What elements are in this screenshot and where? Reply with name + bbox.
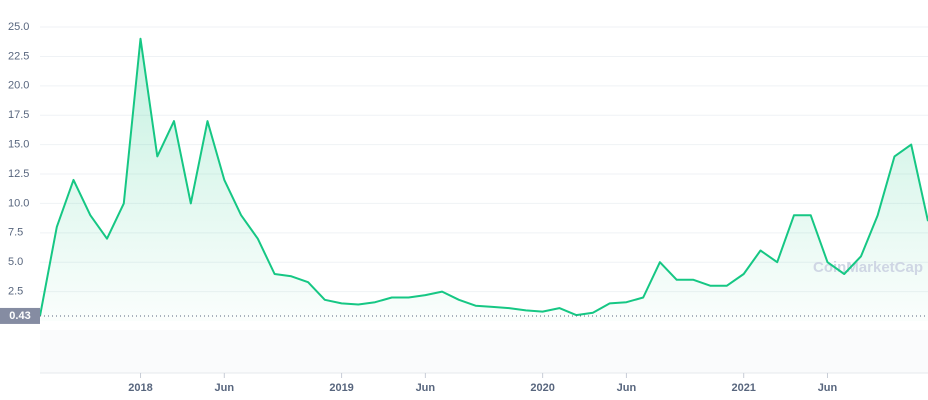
volume-panel [40, 330, 928, 373]
x-tick-label: 2019 [329, 382, 353, 394]
y-tick-label: 10.0 [8, 197, 29, 209]
y-tick-label: 2.5 [8, 286, 23, 298]
x-tick-label: 2020 [530, 382, 554, 394]
reference-badge [0, 307, 40, 324]
y-tick-label: 20.0 [8, 80, 29, 92]
y-tick-label: 7.5 [8, 227, 23, 239]
price-line [39, 37, 928, 317]
x-tick-label: Jun [818, 382, 838, 394]
area [40, 38, 928, 322]
y-tick-label: 22.5 [8, 50, 29, 62]
watermark: CoinMarketCap [813, 259, 923, 276]
x-tick-label: Jun [215, 382, 235, 394]
reference-label: 0.43 [9, 310, 30, 322]
y-tick-label: 25.0 [8, 21, 29, 33]
x-tick-label: Jun [617, 382, 637, 394]
x-tick-label: 2021 [731, 382, 755, 394]
y-tick-label: 15.0 [8, 139, 29, 151]
y-tick-label: 5.0 [8, 256, 23, 268]
y-tick-label: 17.5 [8, 109, 29, 121]
x-tick-label: Jun [416, 382, 436, 394]
x-tick-label: 2018 [128, 382, 152, 394]
y-tick-label: 12.5 [8, 168, 29, 180]
